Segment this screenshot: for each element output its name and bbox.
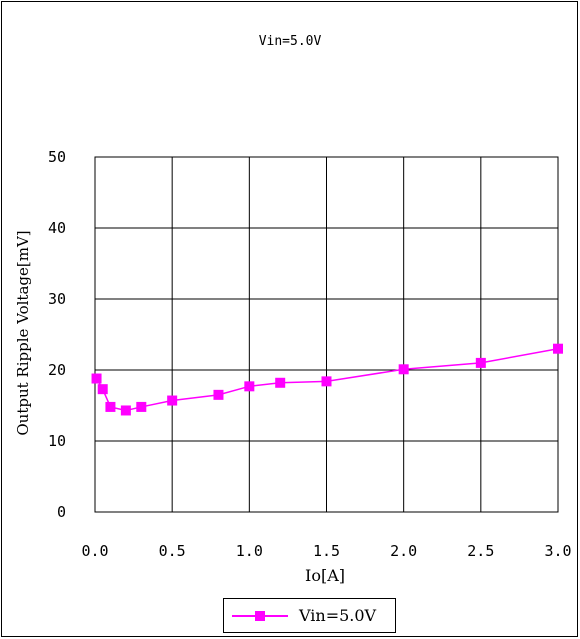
- x-tick-label: 0.0: [81, 542, 108, 560]
- y-axis-label: Output Ripple Voltage[mV]: [14, 230, 32, 435]
- y-tick-labels: 0 10 20 30 40 50: [48, 148, 66, 521]
- legend-label: Vin=5.0V: [299, 606, 377, 625]
- data-point-marker: [475, 357, 486, 368]
- chart-title: Vin=5.0V: [258, 34, 322, 49]
- legend-marker: [255, 611, 265, 621]
- data-point-marker: [321, 376, 332, 387]
- data-point-marker: [398, 364, 409, 375]
- data-point-marker: [275, 377, 286, 388]
- y-tick-label: 20: [48, 361, 66, 379]
- data-point-marker: [97, 384, 108, 395]
- y-tick-label: 10: [48, 432, 66, 450]
- x-tick-label: 3.0: [544, 542, 571, 560]
- data-point-marker: [553, 343, 563, 354]
- legend: Vin=5.0V: [223, 598, 396, 633]
- grid: [94, 156, 559, 513]
- y-tick-label: 40: [48, 219, 66, 237]
- x-tick-label: 2.5: [467, 542, 494, 560]
- data-point-marker: [105, 401, 116, 412]
- data-point-marker: [136, 401, 147, 412]
- x-tick-label: 0.5: [159, 542, 186, 560]
- x-tick-labels: 0.0 0.5 1.0 1.5 2.0 2.5 3.0: [81, 542, 571, 560]
- data-point-marker: [91, 373, 102, 384]
- y-tick-label: 30: [48, 290, 66, 308]
- data-point-marker: [167, 395, 178, 406]
- x-tick-label: 1.5: [313, 542, 340, 560]
- legend-swatch: [232, 611, 288, 621]
- x-tick-label: 1.0: [236, 542, 263, 560]
- data-point-marker: [213, 389, 224, 400]
- series-group: [91, 343, 563, 416]
- data-point-marker: [244, 381, 255, 392]
- y-tick-label: 50: [48, 148, 66, 166]
- data-point-marker: [120, 405, 131, 416]
- y-tick-label: 0: [57, 503, 66, 521]
- x-tick-label: 2.0: [390, 542, 417, 560]
- x-axis-label: Io[A]: [305, 566, 345, 585]
